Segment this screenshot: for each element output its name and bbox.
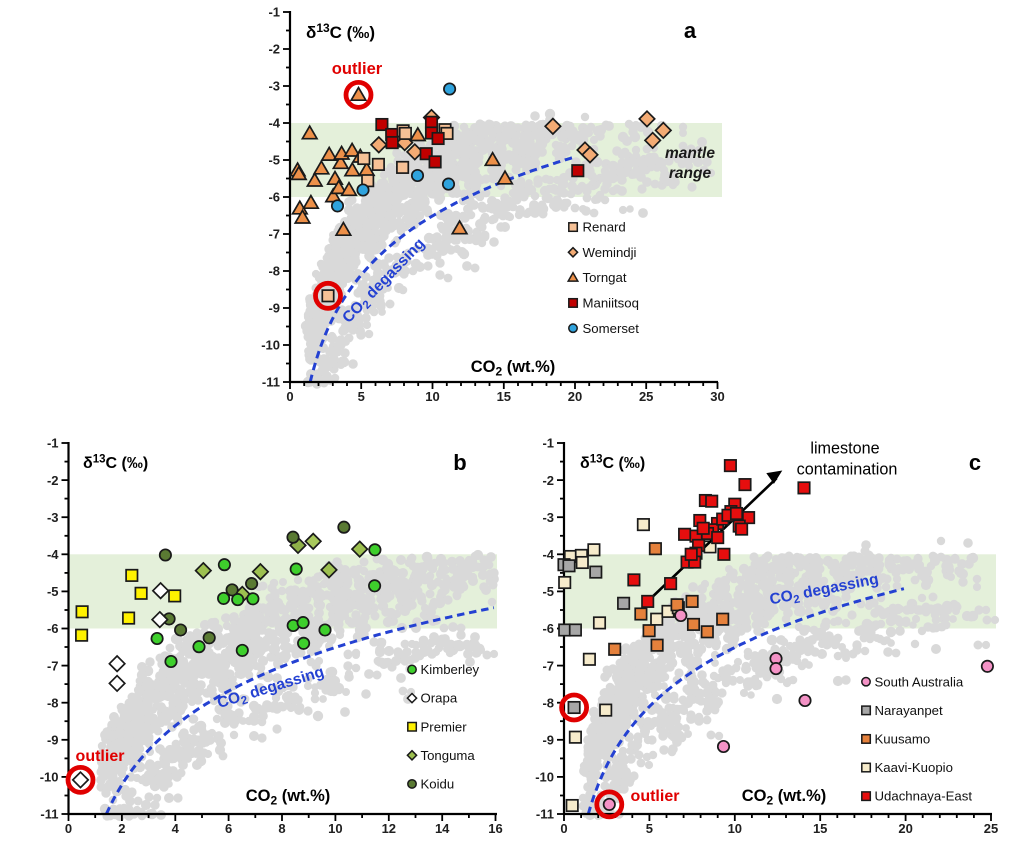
svg-text:25: 25: [984, 821, 998, 836]
svg-text:-2: -2: [542, 473, 554, 488]
svg-text:-8: -8: [268, 264, 280, 279]
svg-text:-9: -9: [268, 301, 280, 316]
svg-text:-1: -1: [542, 436, 554, 451]
svg-text:-2: -2: [47, 473, 59, 488]
svg-text:-8: -8: [47, 695, 59, 710]
svg-text:10: 10: [328, 821, 342, 836]
svg-text:CO2 (wt.%): CO2 (wt.%): [246, 787, 331, 808]
svg-text:12: 12: [382, 821, 396, 836]
svg-text:10: 10: [425, 389, 439, 404]
svg-text:outlier: outlier: [631, 788, 680, 805]
svg-text:16: 16: [488, 821, 502, 836]
svg-text:-6: -6: [542, 621, 554, 636]
svg-text:Koidu: Koidu: [421, 777, 455, 792]
svg-text:-7: -7: [47, 658, 59, 673]
svg-text:Narayanpet: Narayanpet: [875, 703, 944, 718]
svg-text:-3: -3: [542, 510, 554, 525]
svg-text:-4: -4: [47, 547, 59, 562]
svg-text:-10: -10: [261, 338, 280, 353]
svg-text:-3: -3: [47, 510, 59, 525]
svg-text:-5: -5: [542, 584, 554, 599]
svg-text:-5: -5: [268, 153, 280, 168]
svg-text:-7: -7: [268, 227, 280, 242]
svg-text:Maniitsoq: Maniitsoq: [583, 296, 639, 311]
svg-text:Orapa: Orapa: [421, 691, 458, 706]
svg-text:a: a: [684, 18, 697, 43]
svg-text:mantle: mantle: [665, 145, 715, 162]
svg-text:-6: -6: [47, 621, 59, 636]
svg-text:-11: -11: [536, 807, 554, 822]
svg-text:10: 10: [728, 821, 742, 836]
svg-text:14: 14: [435, 821, 450, 836]
svg-text:CO2 (wt.%): CO2 (wt.%): [471, 358, 556, 379]
svg-text:outlier: outlier: [76, 748, 125, 765]
svg-text:c: c: [969, 450, 981, 475]
svg-text:-4: -4: [268, 116, 280, 131]
svg-text:Tonguma: Tonguma: [421, 748, 476, 763]
svg-text:Kuusamo: Kuusamo: [875, 732, 931, 747]
svg-text:5: 5: [358, 389, 365, 404]
svg-text:Udachnaya-East: Udachnaya-East: [875, 789, 973, 804]
svg-text:Kimberley: Kimberley: [421, 662, 480, 677]
svg-text:30: 30: [710, 389, 724, 404]
svg-text:-1: -1: [47, 436, 59, 451]
svg-text:15: 15: [497, 389, 511, 404]
svg-text:-10: -10: [40, 770, 59, 785]
svg-text:CO2 (wt.%): CO2 (wt.%): [742, 787, 827, 808]
svg-text:2: 2: [118, 821, 125, 836]
svg-text:0: 0: [286, 389, 293, 404]
svg-text:Wemindji: Wemindji: [583, 245, 637, 260]
svg-text:-4: -4: [542, 547, 554, 562]
svg-text:4: 4: [172, 821, 180, 836]
svg-text:South Australia: South Australia: [875, 674, 964, 689]
svg-text:-7: -7: [542, 658, 554, 673]
svg-text:-9: -9: [542, 733, 554, 748]
svg-text:20: 20: [568, 389, 582, 404]
svg-text:Somerset: Somerset: [583, 321, 640, 336]
svg-text:contamination: contamination: [797, 461, 898, 479]
svg-text:Kaavi-Kuopio: Kaavi-Kuopio: [875, 760, 953, 775]
svg-text:25: 25: [639, 389, 653, 404]
svg-text:5: 5: [646, 821, 653, 836]
svg-text:outlier: outlier: [332, 60, 383, 78]
svg-text:-2: -2: [268, 42, 280, 57]
svg-text:0: 0: [65, 821, 72, 836]
svg-text:limestone: limestone: [810, 440, 879, 458]
svg-text:δ13C (‰): δ13C (‰): [83, 454, 148, 473]
svg-text:-6: -6: [268, 190, 280, 205]
svg-text:range: range: [669, 165, 712, 182]
svg-text:0: 0: [560, 821, 567, 836]
svg-text:-1: -1: [268, 5, 280, 20]
svg-text:-9: -9: [47, 733, 59, 748]
svg-text:20: 20: [898, 821, 912, 836]
svg-text:6: 6: [225, 821, 232, 836]
svg-text:Renard: Renard: [583, 220, 626, 235]
svg-text:-11: -11: [40, 807, 58, 822]
svg-text:-11: -11: [262, 375, 280, 390]
svg-text:b: b: [453, 450, 466, 475]
svg-text:-8: -8: [542, 695, 554, 710]
svg-text:Premier: Premier: [421, 719, 468, 734]
svg-text:8: 8: [278, 821, 285, 836]
svg-text:δ13C (‰): δ13C (‰): [306, 21, 375, 42]
svg-text:-5: -5: [47, 584, 59, 599]
svg-text:-3: -3: [268, 79, 280, 94]
svg-text:Torngat: Torngat: [583, 270, 627, 285]
svg-text:-10: -10: [535, 770, 554, 785]
svg-text:15: 15: [813, 821, 827, 836]
